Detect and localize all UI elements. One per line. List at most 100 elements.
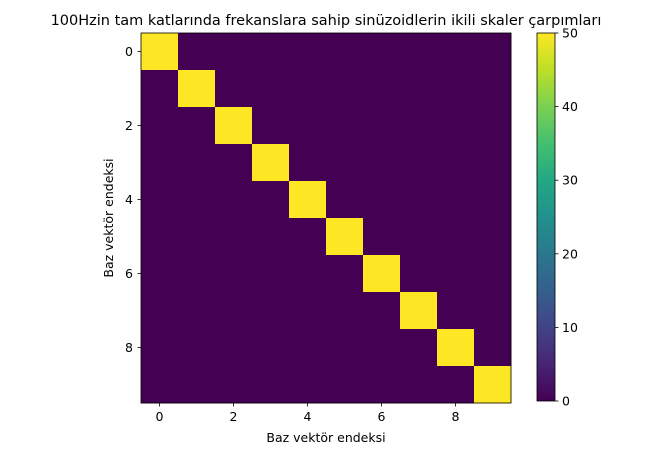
heatmap-cell-7-7 [400,292,438,330]
colorbar-tick-label: 30 [562,173,578,188]
y-tick-label: 6 [125,266,133,281]
heatmap-cell-0-6 [363,33,401,71]
heatmap-cell-0-0 [141,33,179,71]
heatmap-cell-2-8 [437,107,475,145]
heatmap-cell-2-6 [363,107,401,145]
colorbar [536,32,556,402]
heatmap-cell-0-1 [178,33,216,71]
y-tick-label: 2 [125,118,133,133]
heatmap-cell-6-3 [252,255,290,293]
heatmap-cell-9-5 [326,366,364,404]
heatmap-cell-9-4 [289,366,327,404]
heatmap-cell-9-6 [363,366,401,404]
heatmap-cell-1-4 [289,70,327,108]
heatmap-cell-0-8 [437,33,475,71]
heatmap-cell-9-1 [178,366,216,404]
heatmap-cell-3-7 [400,144,438,182]
heatmap-cell-3-3 [252,144,290,182]
heatmap-cell-3-6 [363,144,401,182]
heatmap-cell-5-1 [178,218,216,256]
heatmap-cell-3-5 [326,144,364,182]
heatmap-cell-5-9 [474,218,512,256]
x-tick-label: 4 [304,409,312,424]
heatmap-cell-4-1 [178,181,216,219]
heatmap-cell-4-6 [363,181,401,219]
heatmap-cell-6-6 [363,255,401,293]
heatmap-cell-3-0 [141,144,179,182]
heatmap-cell-7-5 [326,292,364,330]
heatmap-cell-5-4 [289,218,327,256]
heatmap-cell-0-9 [474,33,512,71]
heatmap-cell-0-5 [326,33,364,71]
heatmap-cell-8-3 [252,329,290,367]
chart-title: 100Hzin tam katlarında frekanslara sahip… [51,13,602,29]
heatmap-cell-1-3 [252,70,290,108]
heatmap-cell-1-6 [363,70,401,108]
heatmap-cell-7-2 [215,292,253,330]
plot-frame [140,32,512,404]
heatmap-cell-4-9 [474,181,512,219]
heatmap-cell-2-1 [178,107,216,145]
heatmap-cell-7-6 [363,292,401,330]
heatmap-cell-2-3 [252,107,290,145]
colorbar-tick-label: 10 [562,320,578,335]
heatmap-cell-5-2 [215,218,253,256]
heatmap-cell-6-8 [437,255,475,293]
heatmap-cell-4-5 [326,181,364,219]
x-axis-label: Baz vektör endeksi [266,430,385,445]
heatmap-cell-2-9 [474,107,512,145]
heatmap-cell-1-0 [141,70,179,108]
heatmap-cell-1-9 [474,70,512,108]
heatmap-cell-2-5 [326,107,364,145]
heatmap-cell-6-9 [474,255,512,293]
heatmap-cell-8-0 [141,329,179,367]
heatmap-cell-6-1 [178,255,216,293]
heatmap-cell-5-6 [363,218,401,256]
heatmap-cell-2-7 [400,107,438,145]
heatmap-cell-4-7 [400,181,438,219]
heatmap-cell-4-3 [252,181,290,219]
heatmap-cell-9-7 [400,366,438,404]
heatmap-cell-4-2 [215,181,253,219]
heatmap-cell-8-4 [289,329,327,367]
heatmap-cell-7-8 [437,292,475,330]
heatmap-cell-1-8 [437,70,475,108]
x-tick-label: 0 [156,409,164,424]
heatmap-cells [141,33,512,404]
heatmap-cell-6-5 [326,255,364,293]
heatmap-cell-5-0 [141,218,179,256]
heatmap-cell-3-9 [474,144,512,182]
heatmap-cell-3-4 [289,144,327,182]
y-axis-ticks: 0 2 4 6 8 [125,44,141,355]
colorbar-tick-label: 0 [562,394,570,409]
heatmap-cell-6-4 [289,255,327,293]
heatmap-cell-4-8 [437,181,475,219]
colorbar-tick-label: 50 [562,26,578,41]
heatmap-cell-5-7 [400,218,438,256]
heatmap-cell-8-7 [400,329,438,367]
heatmap-cell-0-3 [252,33,290,71]
heatmap-cell-0-4 [289,33,327,71]
y-tick-label: 8 [125,340,133,355]
heatmap-cell-2-2 [215,107,253,145]
heatmap-cell-2-0 [141,107,179,145]
heatmap-cell-9-8 [437,366,475,404]
y-tick-label: 4 [125,192,133,207]
heatmap-cell-8-8 [437,329,475,367]
heatmap-cell-3-8 [437,144,475,182]
heatmap-cell-7-9 [474,292,512,330]
heatmap-cell-6-2 [215,255,253,293]
heatmap-cell-7-1 [178,292,216,330]
heatmap-cell-5-5 [326,218,364,256]
x-tick-label: 6 [378,409,386,424]
heatmap-cell-8-2 [215,329,253,367]
colorbar-tick-label: 20 [562,246,578,261]
heatmap-cell-7-4 [289,292,327,330]
colorbar-ticks: 0 10 20 30 40 50 [555,26,578,409]
heatmap-cell-8-5 [326,329,364,367]
heatmap-cell-2-4 [289,107,327,145]
heatmap-cell-7-0 [141,292,179,330]
heatmap-cell-9-2 [215,366,253,404]
heatmap-cell-7-3 [252,292,290,330]
